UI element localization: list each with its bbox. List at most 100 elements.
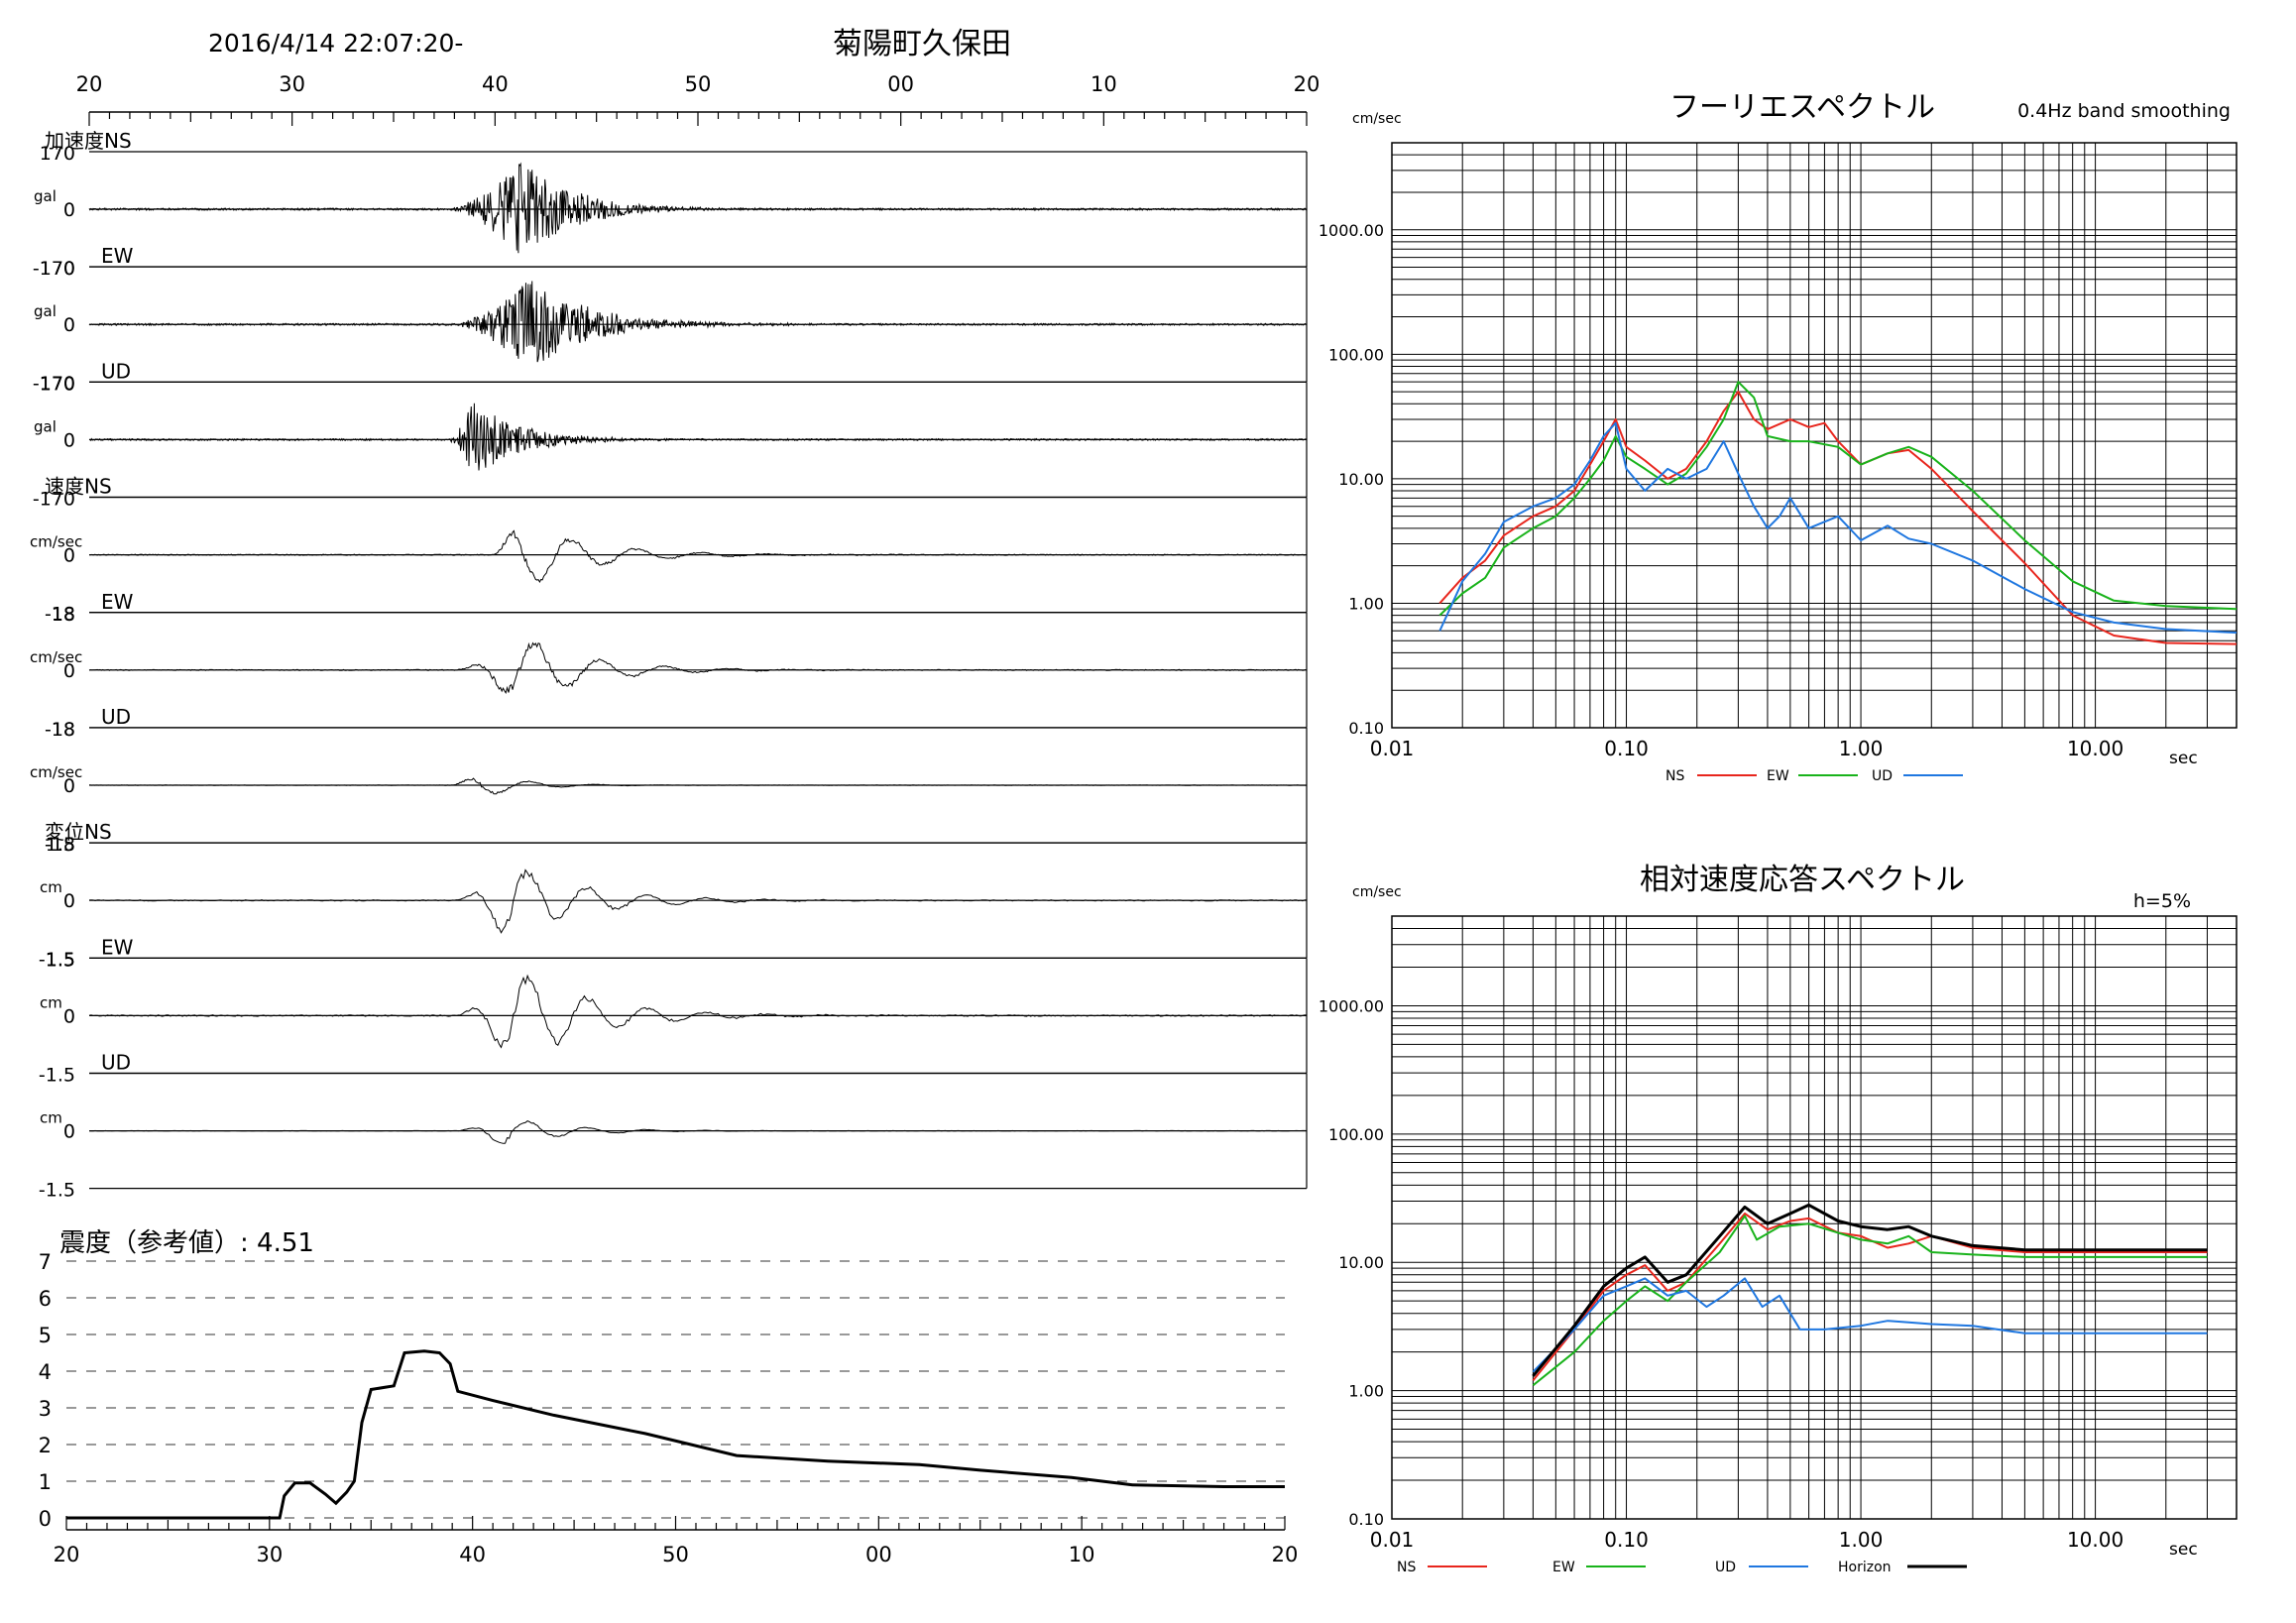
trace-waveform — [88, 281, 1308, 363]
spectrum-title: フーリエスペクトル — [1669, 90, 1935, 125]
spectrum-y-tick-label: 10.00 — [1338, 1253, 1384, 1272]
trace-max-label: 1.5 — [46, 949, 75, 971]
trace-waveform — [88, 529, 1308, 584]
trace-max-label: 170 — [40, 258, 75, 280]
header-station: 菊陽町久保田 — [833, 27, 1011, 61]
trace-min-label: -170 — [33, 258, 75, 280]
spectrum-subtitle: h=5% — [2133, 890, 2191, 912]
waveform-panel: 20 30 40 50 00 10 20加速度NS1700-170galEW1700-170… — [30, 72, 1320, 1202]
trace-waveform — [88, 641, 1308, 694]
trace-zero-label: 0 — [63, 890, 75, 912]
intensity-y-tick-label: 0 — [39, 1507, 52, 1531]
time-tick-label: 20 — [1294, 72, 1320, 96]
trace-zero-label: 0 — [63, 660, 75, 682]
trace-unit-label: cm — [40, 1109, 62, 1127]
spectrum-frame — [1391, 915, 2238, 1520]
trace-component-label: EW — [101, 590, 134, 614]
legend-label-ns: NS — [1665, 768, 1684, 784]
spectrum-series-ud — [1438, 421, 2238, 635]
legend-label-ud: UD — [1872, 768, 1893, 784]
trace-zero-label: 0 — [63, 775, 75, 797]
spectrum-y-tick-label: 100.00 — [1328, 1125, 1384, 1144]
spectrum-y-tick-label: 1.00 — [1348, 1382, 1384, 1401]
spectrum-series-horizon — [1532, 1203, 2208, 1377]
spectrum-series-ew — [1532, 1215, 2208, 1387]
time-tick-label: 00 — [887, 72, 914, 96]
trace-waveform — [88, 1120, 1308, 1144]
trace-min-label: -18 — [45, 834, 75, 856]
trace-component-label: EW — [101, 244, 134, 268]
spectrum-x-tick-label: 10.00 — [2067, 737, 2124, 760]
time-tick-label: 40 — [482, 72, 509, 96]
trace-min-label: -1.5 — [39, 1064, 75, 1086]
trace-zero-label: 0 — [63, 545, 75, 567]
intensity-x-tick-label: 50 — [662, 1543, 689, 1566]
spectrum-x-label: sec — [2169, 749, 2198, 768]
legend-label-ns: NS — [1397, 1560, 1416, 1575]
spectrum-series-ns — [1532, 1213, 2208, 1382]
trace-max-label: 1.5 — [46, 834, 75, 856]
trace-unit-label: gal — [34, 302, 57, 320]
intensity-y-tick-label: 3 — [39, 1397, 52, 1421]
trace-component-label: UD — [101, 705, 131, 729]
spectrum-y-tick-label: 1000.00 — [1319, 221, 1384, 240]
intensity-y-tick-label: 1 — [39, 1470, 52, 1494]
trace-waveform — [88, 777, 1308, 795]
spectrum-x-tick-label: 0.10 — [1604, 1528, 1649, 1552]
spectrum-series-ew — [1438, 381, 2238, 617]
spectrum-y-tick-label: 0.10 — [1348, 719, 1384, 738]
trace-waveform — [88, 403, 1308, 471]
trace-min-label: -1.5 — [39, 1180, 75, 1202]
spectrum-subtitle: 0.4Hz band smoothing — [2017, 100, 2231, 122]
trace-max-label: 18 — [52, 604, 75, 626]
intensity-y-tick-label: 7 — [39, 1250, 52, 1274]
trace-unit-label: cm/sec — [30, 648, 82, 666]
time-tick-label: 10 — [1091, 72, 1117, 96]
spectrum-x-tick-label: 0.01 — [1370, 1528, 1415, 1552]
trace-min-label: -1.5 — [39, 949, 75, 971]
spectrum-series-ud — [1532, 1277, 2208, 1373]
trace-component-label: 速度NS — [45, 475, 112, 499]
trace-component-label: 加速度NS — [45, 129, 132, 153]
trace-min-label: -18 — [45, 719, 75, 741]
trace-unit-label: cm/sec — [30, 533, 82, 551]
trace-unit-label: cm — [40, 993, 62, 1011]
spectrum-title: 相対速度応答スペクトル — [1640, 863, 1965, 897]
intensity-x-tick-label: 00 — [865, 1543, 892, 1566]
intensity-y-tick-label: 5 — [39, 1324, 52, 1347]
spectrum-x-tick-label: 0.10 — [1604, 737, 1649, 760]
intensity-x-tick-label: 20 — [54, 1543, 80, 1566]
spectrum-y-label: cm/sec — [1352, 111, 1402, 127]
trace-unit-label: cm/sec — [30, 763, 82, 781]
legend-label-horizon: Horizon — [1838, 1560, 1892, 1575]
trace-waveform — [88, 974, 1308, 1049]
trace-waveform — [88, 869, 1308, 934]
spectrum-y-tick-label: 10.00 — [1338, 470, 1384, 489]
trace-component-label: EW — [101, 935, 134, 959]
trace-unit-label: gal — [34, 187, 57, 205]
intensity-x-tick-label: 40 — [459, 1543, 486, 1566]
spectrum-frame — [1391, 142, 2238, 729]
intensity-y-tick-label: 2 — [39, 1434, 52, 1457]
intensity-x-tick-label: 10 — [1069, 1543, 1095, 1566]
spectrum-y-tick-label: 0.10 — [1348, 1510, 1384, 1529]
trace-min-label: -170 — [33, 488, 75, 510]
intensity-x-tick-label: 20 — [1272, 1543, 1299, 1566]
legend-label-ud: UD — [1715, 1560, 1736, 1575]
spectrum-y-tick-label: 1.00 — [1348, 594, 1384, 613]
response-spectrum-panel: 0.01 0.10 1.00 10.000.101.0010.00100.001000… — [1319, 863, 2238, 1575]
trace-component-label: 変位NS — [45, 820, 112, 844]
trace-zero-label: 0 — [63, 1121, 75, 1143]
trace-zero-label: 0 — [63, 199, 75, 221]
trace-max-label: 18 — [52, 719, 75, 741]
legend-label-ew: EW — [1552, 1560, 1575, 1575]
intensity-y-tick-label: 6 — [39, 1287, 52, 1311]
legend-label-ew: EW — [1767, 768, 1789, 784]
time-tick-label: 50 — [685, 72, 712, 96]
time-tick-label: 30 — [279, 72, 305, 96]
trace-zero-label: 0 — [63, 314, 75, 336]
spectrum-x-tick-label: 1.00 — [1839, 1528, 1884, 1552]
spectrum-y-tick-label: 1000.00 — [1319, 996, 1384, 1015]
